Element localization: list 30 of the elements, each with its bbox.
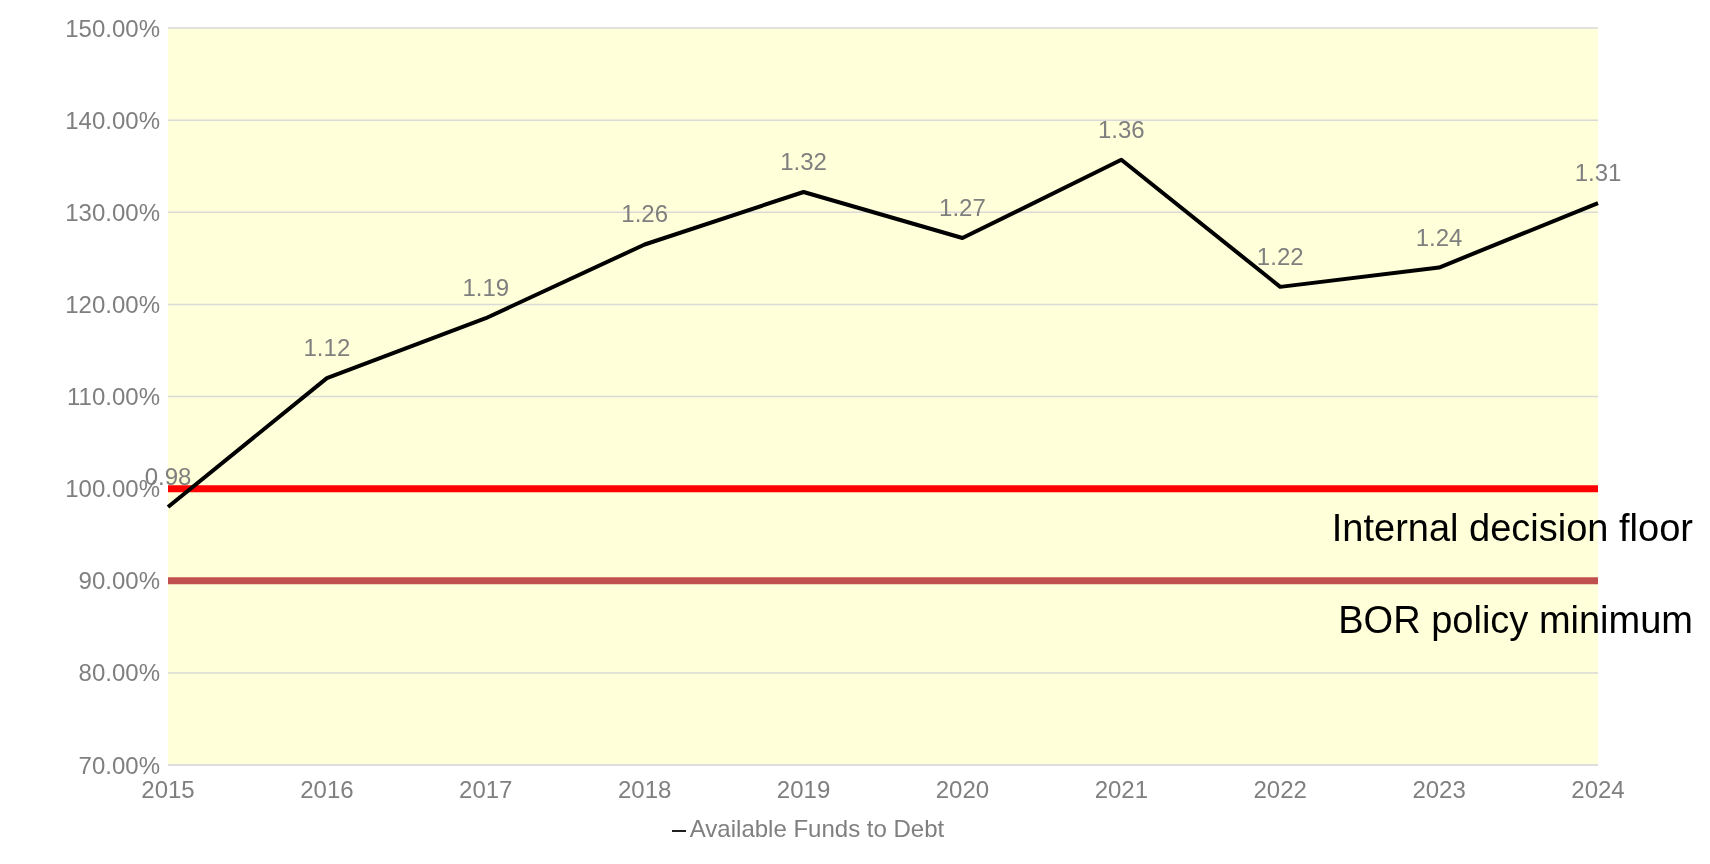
x-tick-label: 2021 [1094, 776, 1149, 804]
y-tick-label: 80.00% [78, 659, 160, 687]
data-label: 1.24 [1415, 223, 1463, 251]
x-tick-label: 2018 [617, 776, 672, 804]
x-tick-label: 2024 [1571, 776, 1625, 804]
y-tick-label: 90.00% [78, 567, 160, 595]
ref-line-label: Internal decision floor [1331, 506, 1694, 549]
y-tick-label: 130.00% [65, 198, 160, 226]
data-label: 1.22 [1256, 242, 1304, 270]
y-tick-label: 110.00% [67, 383, 160, 411]
x-tick-label: 2020 [935, 776, 990, 804]
y-tick-label: 140.00% [65, 106, 160, 134]
ref-line-label: BOR policy minimum [1338, 598, 1693, 641]
legend-label: Available Funds to Debt [689, 815, 945, 842]
y-tick-label: 70.00% [78, 751, 160, 779]
data-label: 1.31 [1574, 159, 1622, 187]
x-tick-label: 2022 [1253, 776, 1307, 804]
x-tick-label: 2015 [141, 776, 195, 804]
y-tick-label: 120.00% [65, 290, 160, 318]
data-label: 1.27 [939, 194, 986, 222]
data-label: 1.32 [780, 147, 827, 175]
y-tick-label: 150.00% [65, 14, 160, 42]
x-tick-label: 2019 [776, 776, 831, 804]
data-label: 1.26 [621, 200, 669, 228]
data-label: 1.19 [462, 274, 510, 302]
data-label: 1.12 [303, 334, 351, 362]
x-tick-label: 2016 [300, 776, 354, 804]
x-tick-label: 2017 [459, 776, 513, 804]
data-label: 1.36 [1097, 115, 1145, 143]
x-tick-label: 2023 [1412, 776, 1466, 804]
